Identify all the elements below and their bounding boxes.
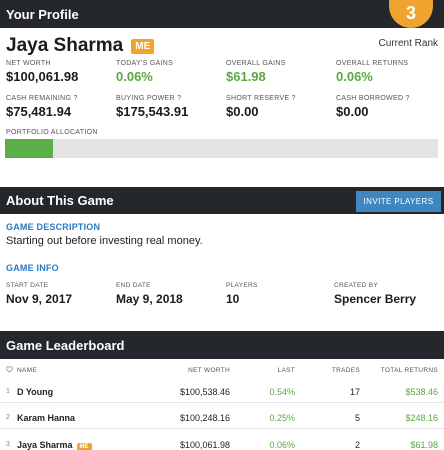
info-value: May 9, 2018 [116, 292, 183, 306]
column-net-worth[interactable]: NET WORTH [188, 367, 230, 374]
stat-label: SHORT RESERVE ? [226, 95, 296, 102]
stat-short-reserve[interactable]: SHORT RESERVE ? $0.00 [226, 95, 296, 119]
column-last[interactable]: LAST [277, 367, 295, 374]
stat-todays-gains: TODAY'S GAINS 0.06% [116, 60, 173, 84]
info-end-date: END DATE May 9, 2018 [116, 282, 183, 306]
stat-value: $61.98 [226, 69, 266, 84]
leaderboard-row[interactable]: 1 D Young $100,538.46 0.54% 17 $538.46 [0, 381, 444, 403]
row-rank: 3 [6, 441, 10, 448]
stat-value: $100,061.98 [6, 69, 79, 84]
row-player-name[interactable]: Karam Hanna [17, 413, 76, 423]
info-value[interactable]: Spencer Berry [334, 292, 417, 306]
row-net-worth: $100,538.46 [179, 387, 230, 397]
heart-icon[interactable] [6, 366, 13, 375]
row-last: 0.06% [269, 440, 295, 450]
info-label: PLAYERS [226, 282, 258, 289]
stat-label: NET WORTH [6, 60, 51, 67]
info-label: START DATE [6, 282, 49, 289]
stat-label: OVERALL RETURNS [336, 60, 409, 67]
stat-label: OVERALL GAINS [226, 60, 286, 67]
stat-overall-returns: OVERALL RETURNS 0.06% [336, 60, 408, 84]
leaderboard-row[interactable]: 2 Karam Hanna $100,248.16 0.25% 5 $248.1… [0, 407, 444, 429]
info-value: Nov 9, 2017 [6, 292, 73, 306]
portfolio-allocation-label: PORTFOLIO ALLOCATION [6, 129, 98, 136]
stat-label: BUYING POWER ? [116, 95, 182, 102]
about-header-title: About This Game [6, 193, 114, 208]
row-net-worth: $100,248.16 [179, 413, 230, 423]
row-total-returns: $248.16 [405, 413, 438, 423]
stat-value: $0.00 [336, 104, 369, 119]
row-trades: 2 [354, 440, 360, 450]
row-trades: 17 [349, 387, 360, 397]
stat-cash-remaining[interactable]: CASH REMAINING ? $75,481.94 [6, 95, 78, 119]
column-total-returns[interactable]: TOTAL RETURNS [380, 367, 438, 374]
row-net-worth: $100,061.98 [179, 440, 230, 450]
stat-label: CASH REMAINING ? [6, 95, 78, 102]
profile-header: Your Profile [0, 0, 444, 28]
portfolio-allocation-fill [5, 139, 53, 158]
profile-header-title: Your Profile [6, 6, 79, 22]
row-rank: 1 [6, 388, 10, 395]
game-info-title: GAME INFO [6, 263, 59, 273]
leaderboard-column-headers: NAME NET WORTH LAST TRADES TOTAL RETURNS [0, 364, 444, 378]
info-players: PLAYERS 10 [226, 282, 258, 306]
row-total-returns: $538.46 [405, 387, 438, 397]
info-start-date: START DATE Nov 9, 2017 [6, 282, 72, 306]
stat-buying-power[interactable]: BUYING POWER ? $175,543.91 [116, 95, 188, 119]
row-last: 0.54% [269, 387, 295, 397]
portfolio-allocation-bar[interactable] [5, 139, 438, 158]
column-trades[interactable]: TRADES [331, 367, 360, 374]
stat-label: CASH BORROWED ? [336, 95, 410, 102]
row-player-name-text: Jaya Sharma [17, 440, 73, 450]
info-label: END DATE [116, 282, 151, 289]
stat-overall-gains: OVERALL GAINS $61.98 [226, 60, 286, 84]
game-description-title: GAME DESCRIPTION [6, 222, 101, 232]
me-badge: ME [131, 38, 155, 54]
row-player-name[interactable]: D Young [17, 387, 54, 397]
column-name[interactable]: NAME [17, 367, 37, 374]
stat-cash-borrowed[interactable]: CASH BORROWED ? $0.00 [336, 95, 410, 119]
user-name: Jaya Sharma [6, 35, 124, 56]
leaderboard-header-title: Game Leaderboard [6, 337, 125, 353]
invite-players-button[interactable]: INVITE PLAYERS [356, 191, 441, 212]
game-description-text: Starting out before investing real money… [6, 235, 203, 247]
leaderboard-row[interactable]: 3 Jaya Sharma ME $100,061.98 0.06% 2 $61.… [0, 434, 444, 450]
rank-label: Current Rank [378, 38, 438, 49]
row-rank: 2 [6, 414, 10, 421]
row-total-returns: $61.98 [410, 440, 438, 450]
profile-name-row: Jaya Sharma ME [6, 35, 155, 57]
info-label: CREATED BY [334, 282, 379, 289]
stat-value: $0.00 [226, 104, 259, 119]
leaderboard-header: Game Leaderboard [0, 331, 444, 359]
stat-value: 0.06% [336, 69, 373, 84]
stat-label: TODAY'S GAINS [116, 60, 174, 67]
stat-value: $175,543.91 [116, 104, 189, 119]
stat-value: $75,481.94 [6, 104, 72, 119]
row-last: 0.25% [269, 413, 295, 423]
me-badge: ME [76, 443, 92, 450]
stat-value: 0.06% [116, 69, 153, 84]
info-value: 10 [226, 292, 240, 306]
stat-net-worth: NET WORTH $100,061.98 [6, 60, 78, 84]
row-player-name[interactable]: Jaya Sharma ME [17, 440, 92, 450]
row-trades: 5 [354, 413, 360, 423]
info-created-by: CREATED BY Spencer Berry [334, 282, 416, 306]
